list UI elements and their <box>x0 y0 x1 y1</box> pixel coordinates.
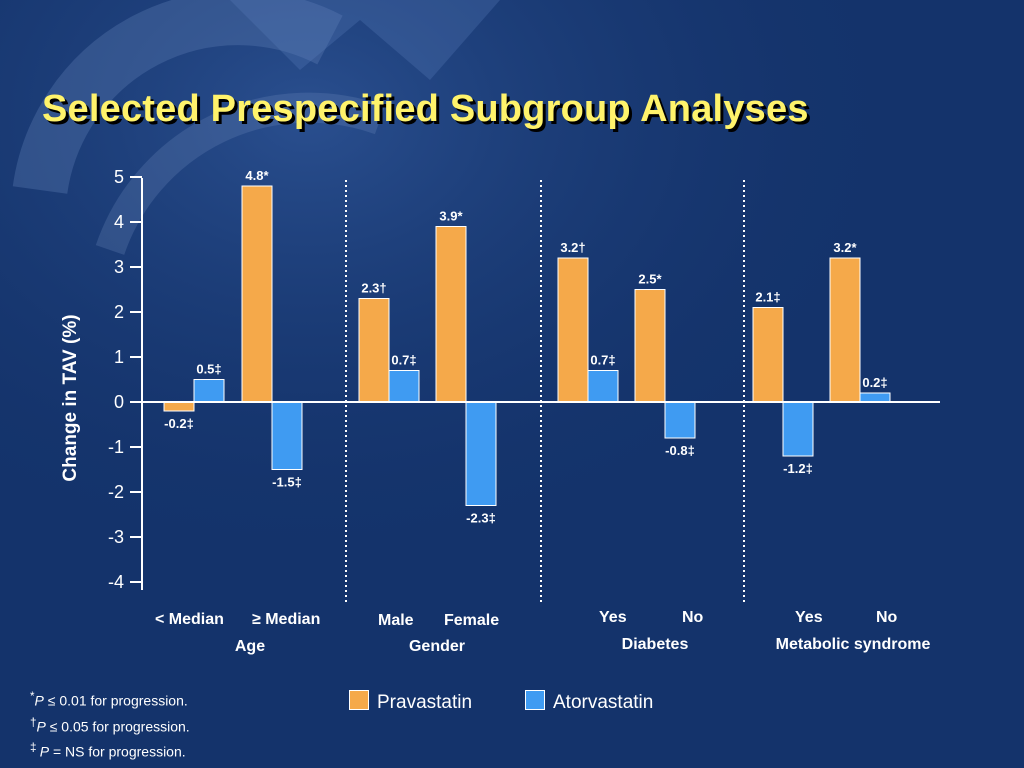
data-label-atorvastatin-5: 0.7‡ <box>590 353 615 368</box>
group-label-gender: Gender <box>408 638 465 655</box>
x-category-label: No <box>876 609 898 626</box>
data-label-atorvastatin-7: -1.2‡ <box>783 461 813 476</box>
data-label-atorvastatin-4: -2.3‡ <box>466 511 496 526</box>
y-axis-label: Change in TAV (%) <box>60 314 81 481</box>
data-label-pravastatin-5: 3.2† <box>560 240 585 255</box>
bar-pravastatin-5 <box>557 257 589 403</box>
data-label-atorvastatin-1: 0.5‡ <box>196 362 221 377</box>
bar-pravastatin-8 <box>829 257 861 403</box>
y-tick-label: 2 <box>114 302 124 322</box>
data-label-pravastatin-7: 2.1‡ <box>755 290 780 305</box>
legend-item-pravastatin: Pravastatin <box>349 690 472 714</box>
data-label-pravastatin-3: 2.3† <box>361 281 386 296</box>
bar-atorvastatin-4 <box>465 401 497 506</box>
y-tick-label: 3 <box>114 257 124 277</box>
bar-atorvastatin-1 <box>193 379 225 403</box>
bar-pravastatin-2 <box>241 185 273 403</box>
y-tick-label: -3 <box>108 527 124 547</box>
atorvastatin-swatch <box>525 690 545 710</box>
pravastatin-swatch <box>349 690 369 710</box>
bar-atorvastatin-3 <box>388 370 420 403</box>
bar-atorvastatin-8 <box>859 392 891 403</box>
bar-atorvastatin-5 <box>587 370 619 403</box>
y-tick-label: -1 <box>108 437 124 457</box>
y-tick-label: 1 <box>114 347 124 367</box>
data-label-atorvastatin-8: 0.2‡ <box>862 375 887 390</box>
data-label-pravastatin-8: 3.2* <box>833 240 857 255</box>
bar-atorvastatin-2 <box>271 401 303 470</box>
x-category-label: < Median <box>155 611 224 628</box>
data-label-atorvastatin-3: 0.7‡ <box>391 353 416 368</box>
legend-label-pravastatin: Pravastatin <box>377 692 473 713</box>
y-tick-label: -2 <box>108 482 124 502</box>
data-label-pravastatin-1: -0.2‡ <box>164 416 194 431</box>
legend-item-atorvastatin: Atorvastatin <box>525 690 653 714</box>
x-category-label: No <box>682 609 704 626</box>
group-label-age: Age <box>234 638 266 655</box>
x-category-label: Yes <box>795 609 823 626</box>
data-label-pravastatin-6: 2.5* <box>638 272 662 287</box>
bar-pravastatin-7 <box>752 307 784 403</box>
x-category-label: ≥ Median <box>252 611 321 628</box>
y-tick-label: 0 <box>114 392 124 412</box>
group-label-metabolic-syndrome: Metabolic syndrome <box>775 636 931 653</box>
legend-label-atorvastatin: Atorvastatin <box>553 692 654 713</box>
y-tick-label: -4 <box>108 572 124 592</box>
x-category-label: Female <box>444 612 500 629</box>
bar-atorvastatin-7 <box>782 401 814 457</box>
footnote-2: †P ≤ 0.05 for progression. <box>30 715 190 735</box>
footnotes: *P ≤ 0.01 for progression. †P ≤ 0.05 for… <box>30 686 190 763</box>
group-label-diabetes: Diabetes <box>621 636 689 653</box>
bar-pravastatin-4 <box>435 226 467 403</box>
slide-title: Selected Prespecified Subgroup Analyses <box>42 88 809 130</box>
x-category-label: Male <box>378 612 414 629</box>
data-label-pravastatin-4: 3.9* <box>439 209 463 224</box>
data-label-pravastatin-2: 4.8* <box>245 168 269 183</box>
data-label-atorvastatin-6: -0.8‡ <box>665 443 695 458</box>
y-tick-label: 4 <box>114 212 124 232</box>
bar-atorvastatin-6 <box>664 401 696 439</box>
data-label-atorvastatin-2: -1.5‡ <box>272 475 302 490</box>
footnote-1: *P ≤ 0.01 for progression. <box>30 690 188 709</box>
y-tick-label: 5 <box>114 167 124 187</box>
footnote-3: ‡ P = NS for progression. <box>30 741 186 760</box>
bar-pravastatin-3 <box>358 298 390 403</box>
x-category-label: Yes <box>599 609 627 626</box>
bar-pravastatin-6 <box>634 289 666 403</box>
bar-pravastatin-1 <box>163 401 195 412</box>
